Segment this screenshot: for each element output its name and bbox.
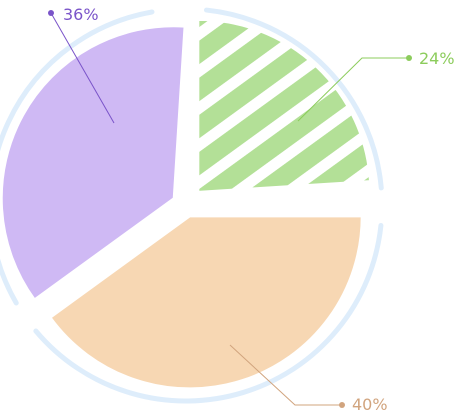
pie-slice-36 (0, 25, 186, 301)
leader-line-36 (50, 12, 115, 124)
outer-ring-arc (33, 222, 384, 404)
leader-dot-36 (48, 10, 54, 16)
leader-dot-24 (406, 55, 412, 61)
pie-slices (0, 18, 372, 390)
slice-label-40: 40% (352, 395, 388, 414)
slice-label-24: 24% (419, 49, 455, 68)
outer-ring-arc (203, 7, 384, 191)
leader-line-40 (229, 344, 342, 406)
pie-slice-24 (197, 18, 372, 193)
slice-labels: 24% 40% 36% (63, 5, 455, 414)
outer-ring-arcs (0, 7, 384, 404)
leader-line-24 (297, 57, 409, 122)
outer-ring-arc (0, 9, 155, 306)
leader-dot-40 (339, 402, 345, 408)
leader-lines (48, 10, 412, 408)
pie-slice-40 (49, 215, 363, 390)
slice-label-36: 36% (63, 5, 99, 24)
